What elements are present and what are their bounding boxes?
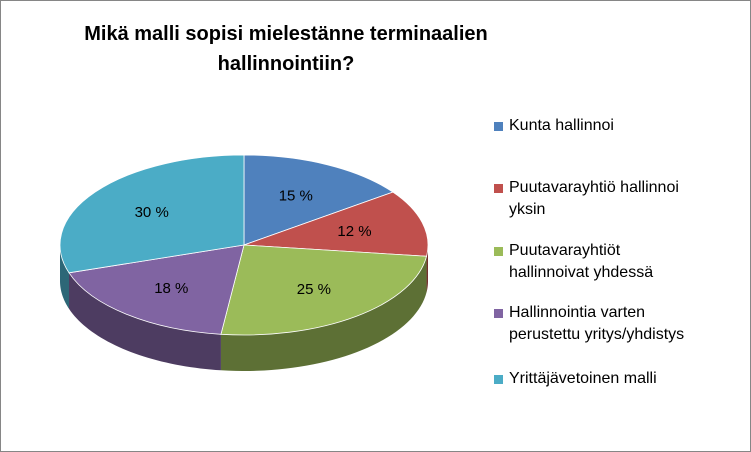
- legend-label-line: Puutavarayhtiöt: [509, 242, 621, 259]
- legend-label: Yrittäjävetoinen malli: [509, 368, 744, 390]
- slice-3: [220, 244, 428, 336]
- legend-swatch: [494, 122, 503, 131]
- legend-item: Hallinnointia varten perustettu yritys/yh…: [494, 302, 744, 346]
- pie-sides: [60, 245, 428, 371]
- legend-swatch: [494, 309, 503, 318]
- slice-4: [68, 244, 245, 335]
- legend-label-line: perustettu yritys/yhdistys: [509, 326, 685, 343]
- slice-side-4: [69, 272, 221, 371]
- legend-swatch: [494, 247, 503, 256]
- legend-label-line: Hallinnointia varten: [509, 304, 646, 321]
- legend-label-line: Yrittäjävetoinen malli: [509, 370, 657, 387]
- chart-title: Mikä malli sopisi mielestänne terminaali…: [81, 19, 491, 79]
- slice-2: [243, 191, 429, 257]
- legend-label: Puutavarayhtiö hallinnoi yksin: [509, 177, 744, 221]
- pie-top: [59, 154, 429, 336]
- data-label-4: 18 %: [154, 280, 188, 297]
- chart-title-line-1: Mikä malli sopisi mielestänne terminaali…: [84, 23, 488, 45]
- legend-label: Kunta hallinnoi: [509, 115, 744, 137]
- slice-5: [59, 154, 245, 274]
- legend-label-line: yksin: [509, 201, 546, 218]
- legend-label-line: Kunta hallinnoi: [509, 117, 614, 134]
- legend-item: Puutavarayhtiö hallinnoi yksin: [494, 177, 744, 221]
- slice-side-3: [220, 256, 427, 371]
- legend-swatch: [494, 375, 503, 384]
- legend-label: Hallinnointia varten perustettu yritys/yh…: [509, 302, 744, 346]
- legend-label-line: Puutavarayhtiö hallinnoi: [509, 179, 679, 196]
- data-label-5: 30 %: [135, 204, 169, 221]
- slice-side-5: [60, 245, 70, 309]
- slice-1: [243, 154, 394, 246]
- legend-label-line: hallinnoivat yhdessä: [509, 264, 654, 281]
- data-label-2: 12 %: [337, 223, 371, 240]
- legend-label: Puutavarayhtiöt hallinnoivat yhdessä: [509, 240, 744, 284]
- data-label-1: 15 %: [279, 187, 313, 204]
- data-label-3: 25 %: [297, 281, 331, 298]
- legend-item: Kunta hallinnoi: [494, 115, 744, 137]
- slice-side-2: [426, 245, 428, 293]
- legend-item: Yrittäjävetoinen malli: [494, 368, 744, 390]
- legend-item: Puutavarayhtiöt hallinnoivat yhdessä: [494, 240, 744, 284]
- legend-swatch: [494, 184, 503, 193]
- chart-title-line-2: hallinnointiin?: [217, 53, 355, 75]
